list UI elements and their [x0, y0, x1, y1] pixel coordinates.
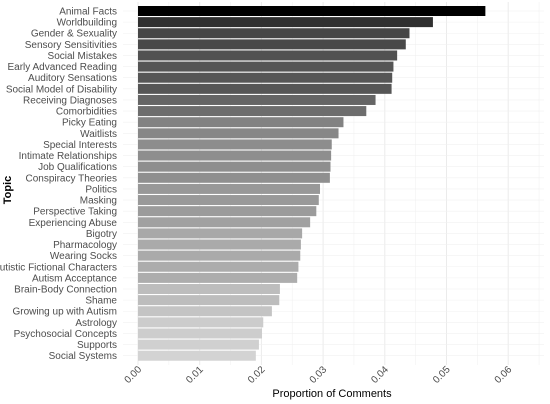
y-tick-label: Sensory Sensitivities [25, 40, 117, 51]
y-tick-label: Experiencing Abuse [29, 218, 118, 229]
bar-perspective-taking [138, 206, 317, 217]
bar-bigotry [138, 228, 303, 239]
bar-receiving-diagnoses [138, 94, 376, 105]
x-tick-label: 0.03 [308, 364, 330, 386]
y-tick-label: Auditory Sensations [28, 73, 117, 84]
bar-worldbuilding [138, 17, 433, 28]
bar-astrology [138, 317, 264, 328]
y-tick-label: Gender & Sexuality [31, 29, 117, 40]
bar-politics [138, 183, 321, 194]
y-tick-label: Waitlists [80, 129, 117, 140]
bar-pharmacology [138, 239, 301, 250]
bar-job-qualifications [138, 161, 331, 172]
bar-autism-acceptance [138, 272, 298, 283]
y-tick-label: Wearing Socks [50, 251, 117, 262]
y-tick-label: Bigotry [86, 229, 117, 240]
y-tick-label: Shame [85, 296, 117, 307]
y-tick-label: Astrology [75, 318, 117, 329]
bar-conspiracy-theories [138, 172, 330, 183]
y-tick-label: Perspective Taking [33, 207, 117, 218]
y-tick-label: Pharmacology [53, 240, 117, 251]
x-tick-labels: 0.00 0.01 0.02 0.03 0.04 0.05 0.06 [123, 364, 515, 386]
bar-social-mistakes [138, 50, 398, 61]
y-tick-label: Brain-Body Connection [14, 285, 117, 296]
x-tick-label: 0.06 [493, 364, 515, 386]
x-tick-label: 0.01 [184, 364, 206, 386]
y-axis-title: Topic [2, 176, 14, 205]
x-axis-title: Proportion of Comments [272, 388, 392, 400]
bar-experiencing-abuse [138, 217, 311, 228]
y-tick-label: Social Systems [49, 351, 117, 362]
y-tick-label: Social Mistakes [48, 51, 117, 62]
y-tick-label: Social Model of Disability [6, 84, 117, 95]
bar-intimate-relationships [138, 150, 332, 161]
y-tick-label: Growing up with Autism [13, 307, 118, 318]
bar-autistic-fictional-characters [138, 261, 299, 272]
x-tick-label: 0.04 [369, 364, 391, 386]
x-tick-label: 0.02 [246, 364, 268, 386]
bar-auditory-sensations [138, 72, 393, 83]
bar-comorbidities [138, 106, 367, 117]
bar-special-interests [138, 139, 332, 150]
y-tick-label: Intimate Relationships [19, 151, 117, 162]
y-tick-label: Comorbidities [56, 107, 117, 118]
y-tick-label: Early Advanced Reading [7, 62, 117, 73]
bar-wearing-socks [138, 250, 301, 261]
bars [138, 6, 486, 361]
y-tick-label: Picky Eating [62, 118, 117, 129]
bar-early-advanced-reading [138, 61, 394, 72]
y-tick-label: Politics [85, 184, 117, 195]
y-tick-label: Worldbuilding [57, 18, 117, 29]
bar-shame [138, 295, 280, 306]
y-tick-label: Psychosocial Concepts [14, 329, 117, 340]
bar-psychosocial-concepts [138, 328, 263, 339]
bar-masking [138, 195, 319, 206]
y-tick-label: Autistic Fictional Characters [0, 262, 117, 273]
y-tick-label: Conspiracy Theories [25, 173, 117, 184]
x-tick-label: 0.00 [123, 364, 145, 386]
bar-supports [138, 339, 259, 350]
bar-social-systems [138, 350, 256, 361]
bar-waitlists [138, 128, 339, 139]
bar-gender-sexuality [138, 28, 410, 39]
y-tick-label: Animal Facts [59, 7, 117, 18]
y-tick-label: Masking [80, 196, 117, 207]
y-tick-label: Receiving Diagnoses [23, 95, 117, 106]
x-tick-label: 0.05 [431, 364, 453, 386]
y-tick-label: Supports [77, 340, 117, 351]
y-tick-label: Special Interests [43, 140, 117, 151]
y-tick-label: Autism Acceptance [32, 273, 117, 284]
bar-animal-facts [138, 6, 486, 16]
bar-picky-eating [138, 117, 344, 128]
y-tick-label: Job Qualifications [38, 162, 117, 173]
bar-social-model-of-disability [138, 83, 392, 94]
bar-sensory-sensitivities [138, 39, 406, 50]
bar-growing-up-with-autism [138, 306, 272, 317]
bar-brain-body-connection [138, 284, 280, 294]
